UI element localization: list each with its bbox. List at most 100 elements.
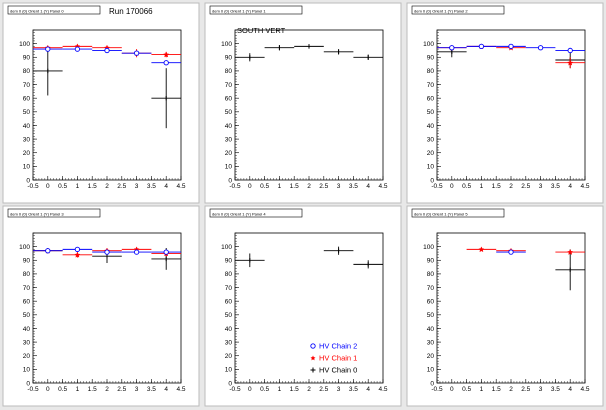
x-tick-label: 3 — [337, 386, 341, 393]
y-tick-label: 40 — [225, 326, 233, 333]
y-tick-label: 50 — [23, 312, 31, 319]
x-tick-label: 1.5 — [88, 183, 97, 190]
circle-marker — [74, 246, 81, 253]
circle-marker — [45, 248, 51, 254]
data-point — [555, 249, 585, 291]
y-tick-label: 90 — [23, 55, 31, 62]
x-tick-label: 2 — [307, 183, 311, 190]
y-tick-label: 0 — [430, 380, 434, 387]
circle-marker — [449, 45, 455, 51]
y-tick-label: 60 — [225, 95, 233, 102]
circle-marker — [104, 47, 110, 54]
data-point — [235, 253, 265, 268]
x-tick-label: 1 — [480, 183, 484, 190]
y-tick-label: 100 — [19, 41, 30, 48]
x-tick-label: 4.5 — [580, 386, 589, 393]
x-tick-label: 1 — [278, 183, 282, 190]
x-tick-label: 1.5 — [290, 183, 299, 190]
data-point — [33, 46, 63, 96]
circle-marker — [478, 43, 485, 50]
y-tick-label: 90 — [427, 55, 435, 62]
panel-title-box — [7, 208, 101, 218]
x-tick-label: 4.5 — [378, 386, 387, 393]
panel-title: dem 0 (0) Orient 1 (Y) Panel 1 — [212, 8, 266, 13]
y-tick-label: 90 — [23, 258, 31, 265]
x-tick-label: 4 — [568, 386, 572, 393]
y-tick-label: 80 — [23, 271, 31, 278]
x-tick-label: 3 — [539, 183, 543, 190]
chart-panel-1: dem 0 (0) Orient 1 (Y) Panel 0-0.5 0 0.5 1 1… — [2, 2, 200, 204]
panel-title-box — [209, 208, 303, 218]
y-tick-label: 0 — [26, 380, 30, 387]
legend-item: HV Chain 2 — [310, 342, 357, 351]
circle-marker — [508, 249, 514, 255]
legend-circle-icon — [310, 343, 316, 349]
y-tick-label: 80 — [225, 271, 233, 278]
y-tick-label: 20 — [225, 150, 233, 157]
y-tick-label: 50 — [225, 312, 233, 319]
y-tick-label: 60 — [23, 95, 31, 102]
x-tick-label: 3 — [539, 386, 543, 393]
y-tick-label: 10 — [427, 164, 435, 171]
data-point — [555, 47, 585, 54]
legend-star-icon — [310, 355, 316, 361]
y-tick-label: 10 — [225, 164, 233, 171]
y-tick-label: 20 — [427, 150, 435, 157]
panel-pad — [406, 205, 604, 407]
data-point — [496, 43, 526, 50]
x-tick-label: 1 — [278, 386, 282, 393]
data-point — [353, 54, 383, 60]
x-tick-label: 2.5 — [117, 386, 126, 393]
panel-pad — [406, 2, 604, 204]
x-tick-label: 0.5 — [462, 386, 471, 393]
data-point — [235, 53, 265, 62]
x-tick-label: 3.5 — [349, 183, 358, 190]
legend-item: HV Chain 0 — [310, 366, 357, 375]
panel-title: dem 0 (0) Orient 1 (Y) Panel 5 — [414, 211, 468, 216]
x-tick-label: 3.5 — [349, 386, 358, 393]
x-tick-label: 4.5 — [176, 183, 185, 190]
y-tick-label: 70 — [23, 285, 31, 292]
data-point — [33, 46, 63, 52]
panel-annotation: SOUTH VERT — [237, 26, 286, 35]
data-point — [466, 246, 497, 253]
x-tick-label: 0.5 — [260, 183, 269, 190]
data-point — [323, 49, 354, 55]
x-tick-label: 0.5 — [260, 386, 269, 393]
panel-pad — [2, 2, 200, 204]
x-tick-label: 3 — [135, 183, 139, 190]
data-point — [264, 45, 295, 51]
y-tick-label: 20 — [23, 353, 31, 360]
x-tick-label: 3.5 — [147, 183, 156, 190]
panel-title: dem 0 (0) Orient 1 (Y) Panel 2 — [414, 8, 468, 13]
panel-title: dem 0 (0) Orient 1 (Y) Panel 0 — [10, 8, 64, 13]
y-tick-label: 30 — [225, 136, 233, 143]
x-tick-label: 0 — [450, 386, 454, 393]
data-point — [151, 51, 181, 58]
y-tick-label: 70 — [427, 82, 435, 89]
x-tick-label: 3.5 — [551, 183, 560, 190]
x-tick-label: 2.5 — [117, 183, 126, 190]
panel-title-box — [209, 5, 303, 15]
x-tick-label: 0 — [46, 386, 50, 393]
data-point — [353, 260, 383, 269]
panel-pad — [2, 205, 200, 407]
y-tick-label: 70 — [225, 285, 233, 292]
y-tick-label: 70 — [23, 82, 31, 89]
data-point — [121, 50, 152, 56]
star-marker — [163, 51, 170, 58]
y-tick-label: 100 — [221, 41, 232, 48]
x-tick-label: 4 — [164, 386, 168, 393]
data-point — [62, 46, 93, 52]
x-tick-label: -0.5 — [229, 386, 241, 393]
x-tick-label: 2 — [105, 386, 109, 393]
y-tick-label: 30 — [427, 136, 435, 143]
y-tick-label: 30 — [427, 339, 435, 346]
circle-marker — [104, 249, 110, 255]
legend: HV Chain 2 HV Chain 1 HV Chain 0 — [310, 342, 357, 375]
y-tick-label: 60 — [427, 95, 435, 102]
y-tick-label: 80 — [225, 68, 233, 75]
data-point — [294, 44, 324, 49]
legend-label: HV Chain 0 — [319, 366, 357, 375]
